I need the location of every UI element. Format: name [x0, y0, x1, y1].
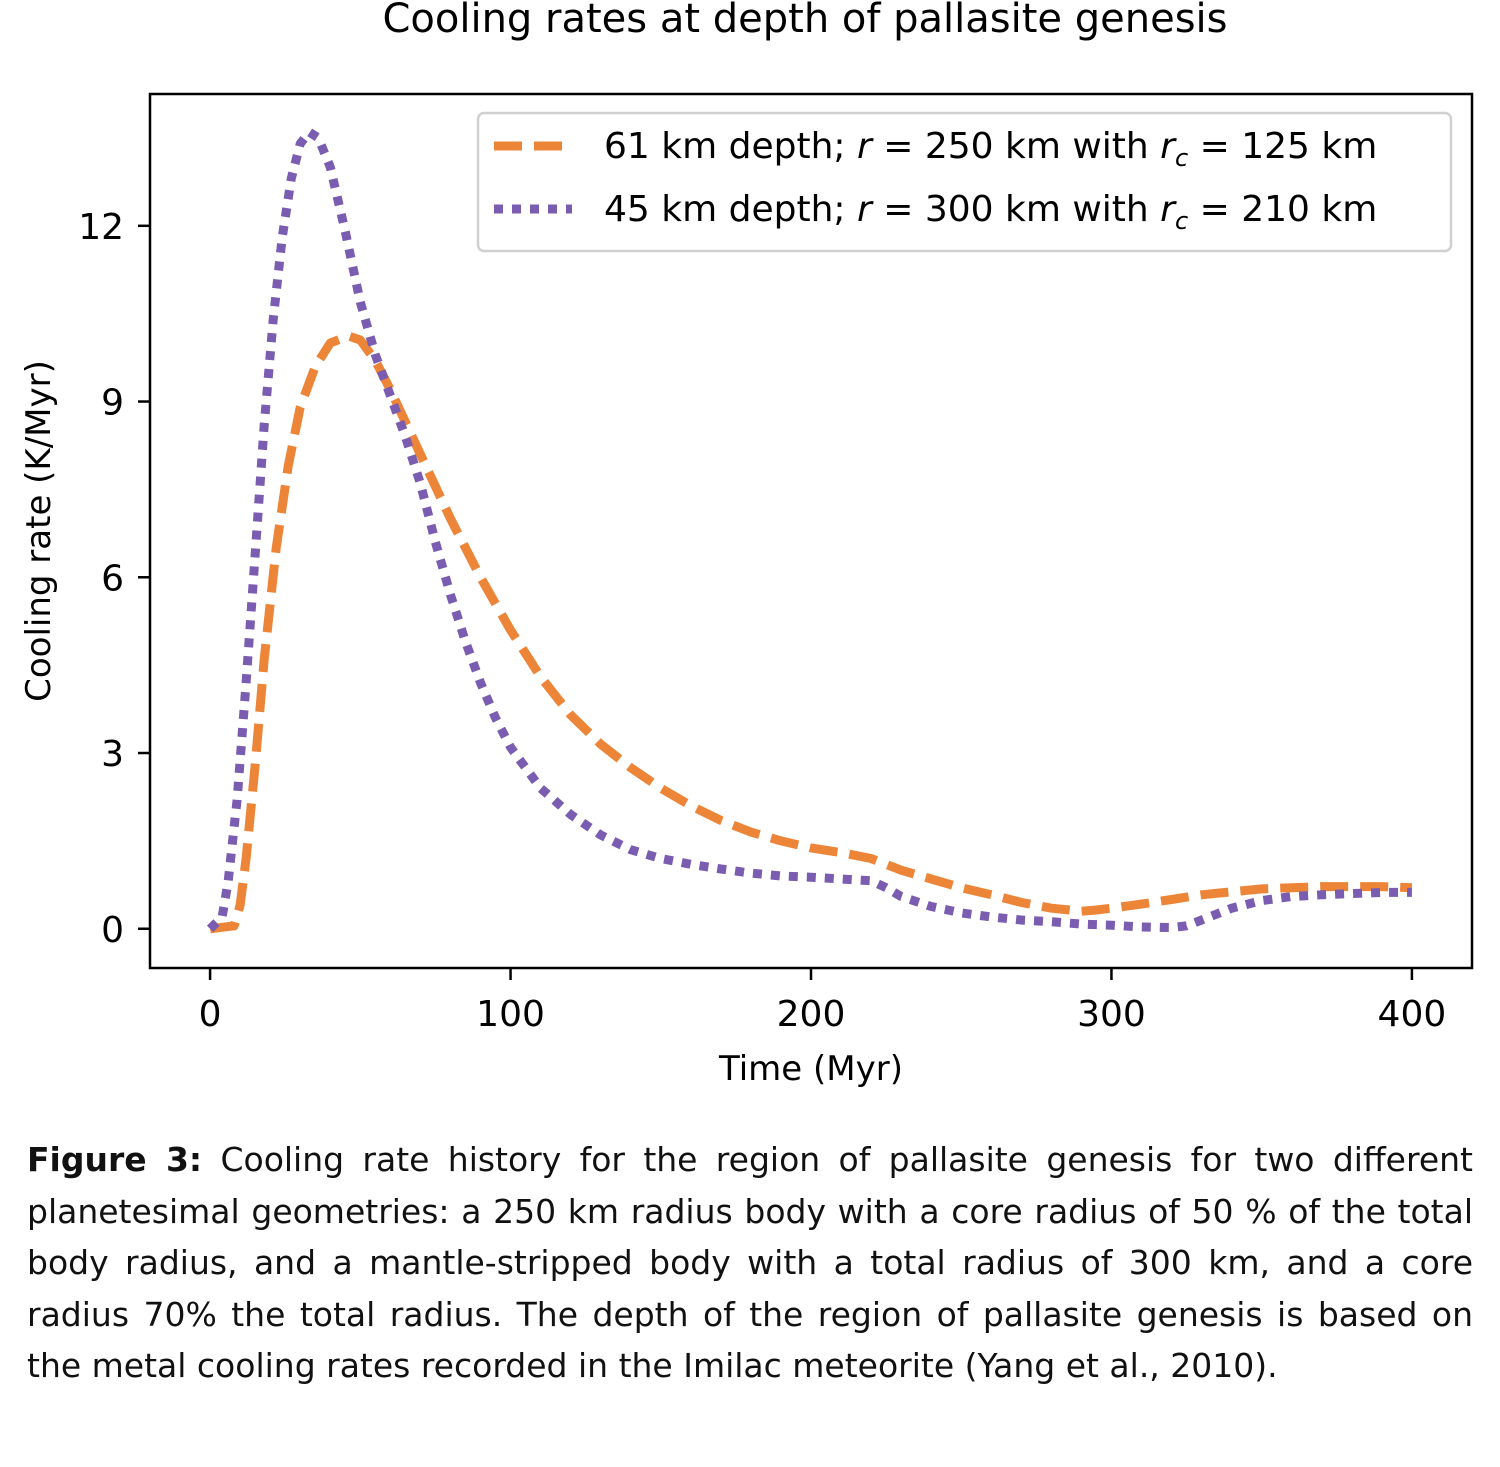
- series-layer: [206, 127, 1413, 934]
- cooling-rate-chart: Cooling rates at depth of pallasite gene…: [19, 0, 1474, 1089]
- legend-1-r: r: [857, 126, 874, 167]
- figure-caption: Figure 3: Cooling rate history for the r…: [27, 1134, 1473, 1392]
- y-axis-label: Cooling rate (K/Myr): [19, 360, 59, 702]
- series-line-1: [209, 331, 1413, 934]
- legend-2-pre: 45 km depth;: [604, 189, 857, 230]
- series-line-2: [206, 127, 1412, 933]
- x-tick-label: 0: [199, 994, 222, 1035]
- legend-1-eq2: = 125 km: [1188, 126, 1377, 167]
- x-tick-label: 100: [476, 994, 545, 1035]
- legend-1-eq1: = 250 km with: [872, 126, 1160, 167]
- x-axis-ticks: 0 100 200 300 400: [199, 968, 1447, 1035]
- x-tick-label: 300: [1077, 994, 1146, 1035]
- y-axis-ticks: 0 3 6 9 12: [78, 207, 150, 951]
- legend-1-rc: r: [1160, 126, 1177, 167]
- legend-2-rc-sub: c: [1175, 207, 1188, 235]
- legend-2-rc: r: [1160, 189, 1177, 230]
- legend-2-eq1: = 300 km with: [872, 189, 1160, 230]
- legend-2-eq2: = 210 km: [1188, 189, 1377, 230]
- y-tick-label: 3: [101, 734, 124, 775]
- legend-2-r: r: [857, 189, 874, 230]
- legend-box: [476, 111, 1453, 253]
- x-tick-label: 200: [777, 994, 846, 1035]
- y-tick-label: 6: [101, 558, 124, 599]
- legend-entry-series-1: 61 km depth; r = 250 km with rc = 125 km: [604, 126, 1377, 172]
- x-tick-label: 400: [1378, 994, 1447, 1035]
- y-tick-label: 0: [101, 910, 124, 951]
- legend-entry-series-2: 45 km depth; r = 300 km with rc = 210 km: [604, 189, 1377, 235]
- legend-1-rc-sub: c: [1175, 144, 1188, 172]
- legend-1-pre: 61 km depth;: [604, 126, 857, 167]
- caption-label: Figure 3:: [27, 1140, 203, 1179]
- chart-title: Cooling rates at depth of pallasite gene…: [382, 0, 1227, 42]
- y-tick-label: 12: [78, 207, 124, 248]
- x-axis-label: Time (Myr): [718, 1049, 903, 1089]
- caption-text: Cooling rate history for the region of p…: [27, 1140, 1473, 1385]
- y-tick-label: 9: [101, 383, 124, 424]
- legend: 61 km depth; r = 250 km with rc = 125 km…: [476, 111, 1453, 253]
